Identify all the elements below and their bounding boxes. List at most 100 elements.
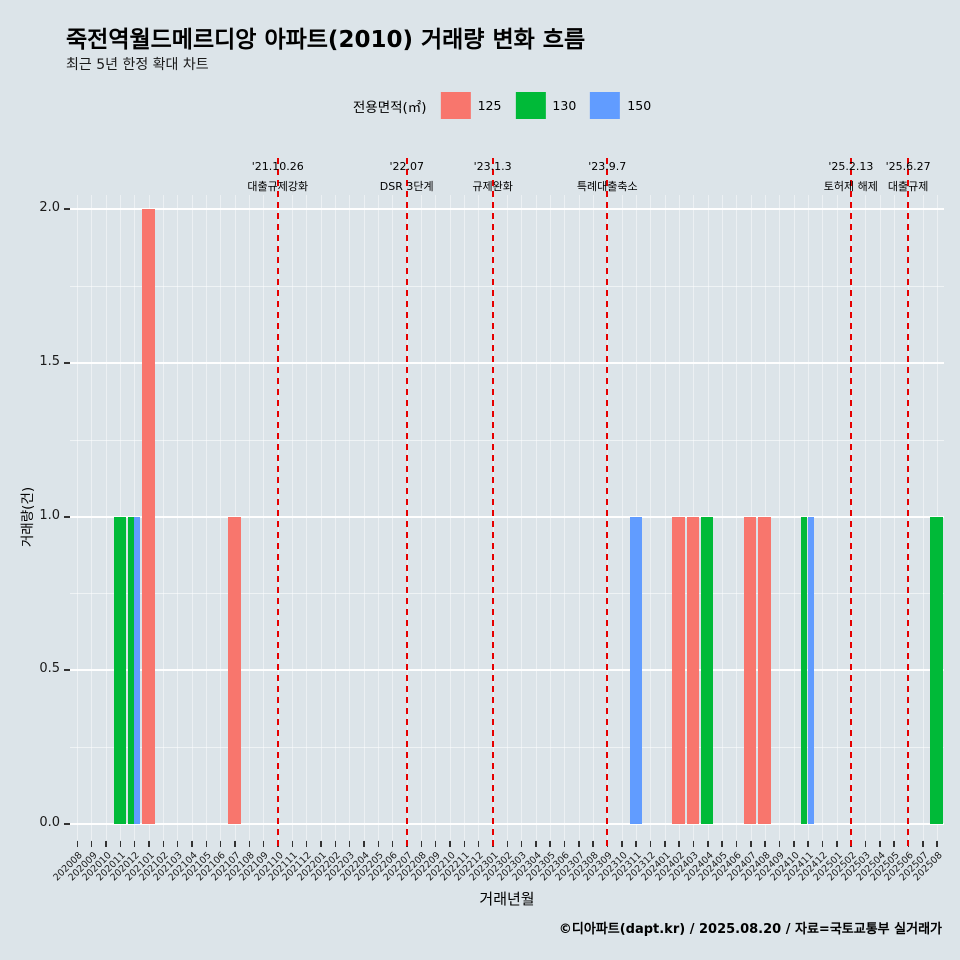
minor-gridline [70, 747, 944, 749]
v-gridline [449, 195, 451, 840]
chart-subtitle: 최근 5년 한정 확대 차트 [66, 57, 209, 73]
bar-130-202012 [128, 516, 134, 824]
bar-130-202411 [801, 516, 808, 824]
v-gridline [363, 195, 365, 840]
bar-130-202508 [930, 516, 943, 824]
v-gridline [521, 195, 523, 840]
y-tick-label: 1.0 [39, 507, 60, 523]
v-gridline [793, 195, 795, 840]
v-gridline [893, 195, 895, 840]
v-gridline [535, 195, 537, 840]
x-axis-tick [764, 841, 766, 847]
y-tick-label: 2.0 [39, 200, 60, 215]
event-date: '25.6.27 [885, 160, 931, 173]
x-axis-tick [535, 841, 537, 847]
y-axis-title: 거래량(건) [20, 486, 36, 548]
event-date: '21.10.26 [251, 160, 304, 173]
x-axis-tick [162, 841, 165, 847]
legend: 전용면적(㎡) 125 130 150 [353, 92, 651, 119]
bar-150-202311 [629, 516, 642, 824]
x-axis-tick [449, 841, 451, 847]
v-gridline [392, 195, 394, 840]
x-axis-tick [105, 841, 107, 847]
v-gridline [879, 195, 881, 840]
y-tick-label: 0.5 [39, 661, 60, 677]
x-axis-tick [205, 841, 208, 847]
major-gridline [70, 669, 944, 672]
x-axis-tick [793, 841, 795, 847]
legend-swatch-130-icon [515, 92, 546, 119]
x-axis-tick [119, 841, 122, 847]
v-gridline [249, 195, 251, 840]
x-axis-tick [76, 841, 79, 847]
x-axis-tick [377, 841, 380, 847]
major-gridline [70, 515, 944, 518]
v-gridline [464, 195, 466, 840]
v-gridline [836, 195, 838, 840]
x-axis-tick [148, 841, 150, 847]
x-axis-tick [506, 841, 508, 847]
event-date: '25.2.13 [828, 160, 874, 173]
v-gridline [621, 195, 623, 840]
x-axis-tick [191, 841, 193, 847]
v-gridline [736, 195, 738, 840]
y-axis-tick [64, 208, 70, 210]
x-axis-tick [291, 841, 294, 847]
legend-title: 전용면적(㎡) [352, 99, 427, 116]
v-gridline [779, 195, 781, 840]
x-axis-tick [578, 841, 580, 847]
x-axis-tick [649, 841, 652, 847]
x-axis-tick [707, 841, 709, 847]
v-gridline [105, 195, 107, 840]
chart-title: 죽전역월드메르디앙 아파트(2010) 거래량 변화 흐름 [66, 27, 586, 53]
x-axis-tick [563, 841, 566, 847]
legend-item-130: 130 [515, 92, 576, 119]
legend-item-125: 125 [440, 92, 501, 119]
v-gridline [206, 195, 208, 840]
x-axis-tick [864, 841, 867, 847]
bar-125-202407 [744, 516, 757, 824]
x-axis-tick [922, 841, 924, 847]
event-line [606, 158, 609, 846]
x-axis-tick [735, 841, 738, 847]
v-gridline [721, 195, 723, 840]
legend-swatch-125-icon [440, 92, 471, 119]
bar-130-202404 [701, 516, 714, 824]
x-axis-tick [463, 841, 466, 847]
minor-gridline [70, 439, 944, 441]
v-gridline [306, 195, 308, 840]
x-axis-tick [721, 841, 723, 847]
x-axis-tick [664, 841, 666, 847]
v-gridline [320, 195, 322, 840]
y-tick-label: 1.5 [39, 353, 60, 369]
v-gridline [77, 195, 79, 840]
minor-gridline [70, 593, 944, 595]
event-label: 대출규제강화 [247, 180, 309, 193]
major-gridline [70, 823, 944, 825]
x-axis-tick [549, 841, 551, 847]
bar-125-202402 [672, 516, 685, 824]
bar-125-202101 [142, 209, 155, 824]
x-axis-tick [248, 841, 251, 847]
event-label: 규제완화 [472, 180, 513, 193]
bar-150-202411 [807, 516, 814, 824]
major-gridline [70, 208, 944, 210]
event-line [405, 158, 408, 846]
x-axis-tick [778, 841, 781, 847]
x-axis-tick [334, 841, 337, 847]
x-axis-tick [879, 841, 881, 847]
footer-credit: ©디아파트(dapt.kr) / 2025.08.20 / 자료=국토교통부 실… [558, 922, 942, 937]
bar-125-202403 [686, 516, 700, 824]
y-axis-tick [64, 823, 70, 825]
v-gridline [578, 195, 580, 840]
y-axis-tick [64, 515, 70, 518]
x-axis-tick [262, 841, 265, 847]
event-label: DSR 3단계 [379, 180, 434, 193]
bar-125-202107 [228, 516, 241, 824]
v-gridline [592, 195, 594, 840]
legend-item-150: 150 [590, 92, 651, 119]
x-axis-tick [234, 841, 236, 847]
event-date: '23.1.3 [473, 160, 512, 173]
v-gridline [664, 195, 666, 840]
